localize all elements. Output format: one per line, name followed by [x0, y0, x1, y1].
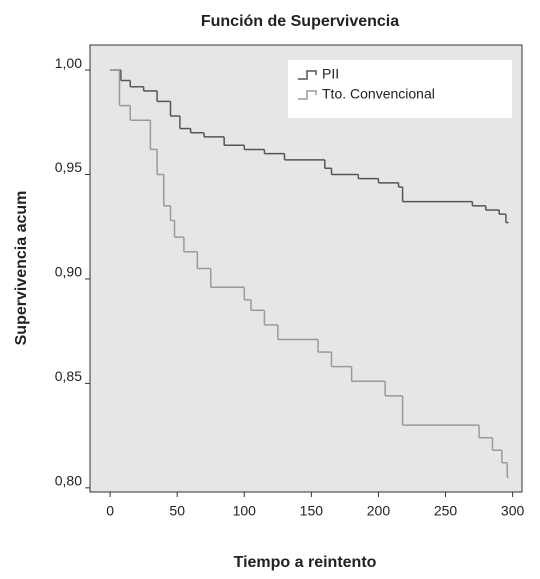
- x-tick-label: 150: [300, 503, 324, 519]
- legend-swatch: [298, 90, 317, 100]
- y-tick-label: 0,80: [55, 473, 82, 489]
- x-tick-label: 250: [434, 503, 458, 519]
- y-axis-title: Supervivencia acum: [13, 191, 30, 346]
- legend-label: Tto. Convencional: [322, 86, 435, 102]
- x-axis-title: Tiempo a reintento: [234, 554, 377, 571]
- x-tick-label: 200: [367, 503, 391, 519]
- plot-area: [89, 44, 523, 493]
- y-tick-label: 0,95: [55, 159, 82, 175]
- x-tick-label: 50: [169, 503, 185, 519]
- x-tick-label: 300: [501, 503, 525, 519]
- chart-title: Función de Supervivencia: [201, 13, 399, 30]
- x-tick-label: 0: [106, 503, 114, 519]
- legend-swatch: [298, 70, 317, 80]
- y-tick-label: 0,90: [55, 264, 82, 280]
- legend: [288, 60, 512, 118]
- y-tick-label: 1,00: [55, 55, 82, 71]
- legend-label: PII: [322, 66, 339, 82]
- x-tick-label: 100: [233, 503, 257, 519]
- y-tick-label: 0,85: [55, 368, 82, 384]
